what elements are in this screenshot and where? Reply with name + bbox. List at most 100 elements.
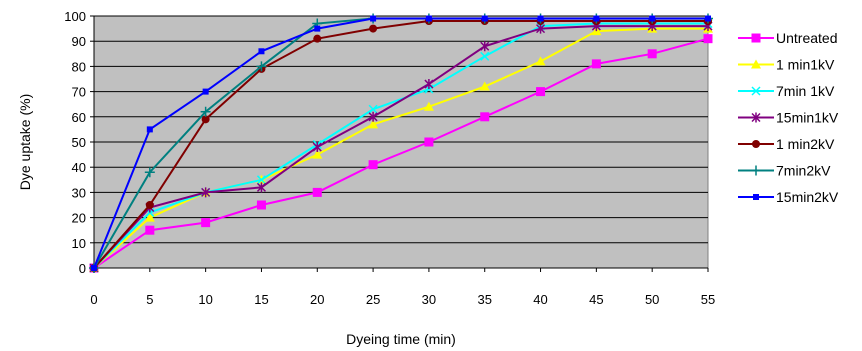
y-axis-tick-labels: 0 10 20 30 40 50 60 70 80 90 100 bbox=[64, 9, 86, 276]
data-point bbox=[200, 106, 211, 117]
data-point bbox=[536, 23, 546, 34]
legend-label: 7min 1kV bbox=[776, 83, 835, 99]
legend-marker bbox=[751, 86, 761, 96]
y-axis-title: Dye uptake (%) bbox=[17, 94, 33, 190]
legend-entry: 7min 1kV bbox=[738, 83, 835, 99]
data-point bbox=[256, 175, 266, 185]
y-tick-label: 70 bbox=[72, 85, 86, 100]
legend-entry: Untreated bbox=[738, 30, 837, 46]
y-tick-label: 0 bbox=[79, 261, 86, 276]
legend-label: 1 min2kV bbox=[776, 136, 835, 152]
data-point bbox=[314, 25, 321, 32]
data-point bbox=[368, 104, 378, 114]
data-point bbox=[313, 34, 322, 43]
data-point bbox=[202, 88, 209, 95]
y-tick-label: 40 bbox=[72, 160, 86, 175]
gridlines bbox=[90, 15, 708, 269]
data-point bbox=[312, 149, 323, 159]
data-point bbox=[201, 187, 211, 198]
data-point bbox=[201, 218, 211, 228]
data-point bbox=[480, 51, 490, 61]
x-tick-label: 15 bbox=[254, 292, 268, 307]
legend-marker bbox=[751, 59, 761, 69]
x-axis-tick-labels: 0 5 10 15 20 25 30 35 40 45 50 55 bbox=[90, 292, 715, 307]
legend-marker bbox=[752, 140, 760, 148]
series-line bbox=[93, 37, 709, 269]
y-tick-label: 60 bbox=[72, 110, 86, 125]
data-point bbox=[312, 142, 322, 153]
x-tick-label: 20 bbox=[310, 292, 324, 307]
series-line bbox=[93, 17, 708, 269]
legend-entry: 1 min2kV bbox=[738, 136, 835, 152]
series-6 bbox=[91, 15, 711, 271]
legend: Untreated 1 min1kV 7min 1kV 15min1kV 1 min2k… bbox=[738, 30, 839, 205]
x-tick-label: 0 bbox=[90, 292, 97, 307]
data-point bbox=[591, 59, 601, 69]
data-point bbox=[647, 49, 657, 59]
data-point bbox=[146, 126, 153, 133]
data-point bbox=[145, 225, 155, 235]
data-point bbox=[536, 87, 546, 97]
x-tick-label: 5 bbox=[146, 292, 153, 307]
series-line bbox=[93, 25, 708, 269]
data-point bbox=[144, 167, 155, 178]
y-tick-label: 90 bbox=[72, 34, 86, 49]
data-point bbox=[256, 182, 266, 193]
legend-label: Untreated bbox=[776, 30, 837, 46]
series-group bbox=[89, 13, 713, 273]
y-tick-label: 50 bbox=[72, 135, 86, 150]
data-point bbox=[703, 34, 713, 44]
y-tick-label: 10 bbox=[72, 236, 86, 251]
data-point bbox=[649, 15, 656, 22]
legend-marker bbox=[753, 194, 759, 200]
data-point bbox=[705, 15, 711, 22]
data-point bbox=[425, 15, 432, 22]
data-point bbox=[423, 101, 434, 111]
y-tick-label: 30 bbox=[72, 185, 86, 200]
data-point bbox=[368, 111, 378, 122]
legend-label: 7min2kV bbox=[776, 163, 831, 179]
data-point bbox=[424, 137, 434, 147]
data-point bbox=[256, 61, 267, 72]
data-point bbox=[368, 160, 378, 170]
data-point bbox=[424, 79, 434, 90]
data-point bbox=[481, 15, 488, 22]
legend-marker bbox=[751, 165, 761, 176]
axes bbox=[93, 16, 709, 272]
legend-label: 15min2kV bbox=[776, 189, 839, 205]
x-tick-label: 35 bbox=[477, 292, 491, 307]
data-point bbox=[145, 201, 154, 209]
series-0 bbox=[89, 34, 713, 273]
data-point bbox=[312, 187, 322, 197]
x-tick-label: 10 bbox=[198, 292, 212, 307]
data-point bbox=[593, 15, 600, 22]
data-point bbox=[535, 56, 546, 66]
legend-entry: 15min1kV bbox=[738, 110, 839, 126]
data-point bbox=[480, 112, 490, 122]
data-point bbox=[256, 200, 266, 210]
data-point bbox=[201, 115, 210, 124]
y-tick-label: 100 bbox=[64, 9, 86, 24]
data-point bbox=[91, 265, 97, 271]
x-tick-label: 45 bbox=[589, 292, 603, 307]
x-tick-label: 55 bbox=[701, 292, 715, 307]
data-point bbox=[370, 15, 377, 22]
data-point bbox=[479, 81, 490, 91]
y-tick-label: 80 bbox=[72, 59, 86, 74]
legend-label: 1 min1kV bbox=[776, 57, 835, 73]
legend-marker bbox=[751, 112, 761, 123]
data-point bbox=[144, 212, 155, 222]
x-axis-title: Dyeing time (min) bbox=[346, 331, 456, 347]
legend-entry: 1 min1kV bbox=[738, 57, 835, 73]
x-tick-label: 30 bbox=[422, 292, 436, 307]
y-tick-label: 20 bbox=[72, 211, 86, 226]
legend-marker bbox=[751, 33, 761, 43]
data-point bbox=[258, 48, 265, 55]
legend-entry: 15min2kV bbox=[738, 189, 839, 205]
x-tick-label: 40 bbox=[533, 292, 547, 307]
legend-label: 15min1kV bbox=[776, 110, 839, 126]
series-line bbox=[93, 20, 708, 269]
x-tick-label: 50 bbox=[645, 292, 659, 307]
data-point bbox=[369, 24, 378, 33]
